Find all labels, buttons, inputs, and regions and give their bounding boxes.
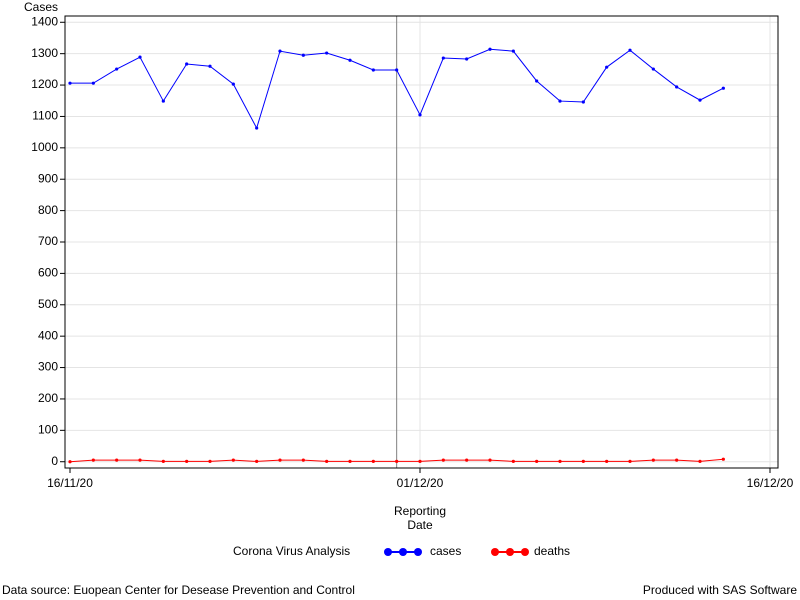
legend-marker [414, 548, 422, 556]
data-point [278, 458, 282, 462]
data-point [278, 49, 282, 53]
y-tick-label: 700 [38, 234, 58, 248]
x-axis-label: Reporting Date [393, 504, 447, 532]
data-point [558, 459, 562, 464]
data-point [68, 81, 72, 85]
data-point [675, 85, 679, 89]
legend-title: Corona Virus Analysis [233, 544, 350, 558]
y-tick-label: 1100 [32, 109, 58, 123]
legend-marker [506, 548, 514, 556]
data-point [91, 458, 95, 462]
data-point [138, 458, 142, 462]
data-point [488, 458, 492, 462]
data-point [465, 57, 469, 61]
y-axis-label: Cases [24, 0, 58, 14]
data-point [231, 458, 235, 462]
data-point [675, 458, 679, 462]
data-point [465, 458, 469, 462]
data-point [161, 459, 165, 464]
y-tick-label: 200 [38, 391, 58, 405]
legend-marker [384, 548, 392, 556]
data-point [698, 98, 702, 102]
y-tick-label: 1400 [31, 14, 58, 28]
y-tick-label: 100 [38, 423, 58, 437]
data-point [605, 65, 609, 69]
legend-marker [521, 548, 529, 556]
data-point [721, 86, 725, 90]
data-point [255, 459, 259, 464]
data-point [535, 79, 539, 83]
y-tick-label: 0 [51, 454, 58, 468]
x-tick-label: 01/12/20 [397, 476, 444, 490]
legend-label: cases [430, 544, 461, 558]
data-point [161, 99, 165, 103]
data-point [558, 99, 562, 103]
data-point [581, 459, 585, 464]
data-point [605, 459, 609, 464]
y-tick-label: 1200 [31, 77, 58, 91]
y-tick-label: 400 [38, 328, 58, 342]
data-point [185, 459, 189, 464]
data-point [231, 82, 235, 86]
data-point [68, 460, 72, 464]
data-point [325, 459, 329, 464]
y-tick-label: 800 [38, 203, 58, 217]
y-tick-label: 600 [38, 266, 58, 280]
legend-marker [399, 548, 407, 556]
data-point [418, 113, 422, 117]
data-point [418, 459, 422, 464]
data-point [371, 68, 375, 72]
y-tick-label: 1000 [31, 140, 58, 154]
y-tick-label: 900 [38, 171, 58, 185]
data-point [301, 53, 305, 57]
data-point [208, 459, 212, 464]
x-tick-label: 16/12/20 [747, 476, 794, 490]
footnote: Data source: Euopean Center for Desease … [2, 583, 355, 597]
data-point [115, 458, 119, 462]
data-point [581, 100, 585, 104]
data-point [395, 459, 399, 464]
data-point [511, 49, 515, 53]
data-point [441, 458, 445, 462]
data-point [651, 458, 655, 462]
data-point [721, 457, 725, 461]
data-point [511, 459, 515, 464]
footnote: Produced with SAS Software [643, 583, 797, 597]
legend-marker [491, 548, 499, 556]
data-point [138, 55, 142, 59]
data-point [348, 58, 352, 62]
data-point [698, 459, 702, 464]
y-tick-label: 300 [38, 360, 58, 374]
x-tick-label: 16/11/20 [47, 476, 93, 490]
data-point [301, 458, 305, 462]
data-point [91, 81, 95, 85]
y-tick-label: 500 [38, 297, 58, 311]
y-tick-label: 1300 [31, 46, 58, 60]
data-point [371, 459, 375, 464]
plot-frame [64, 15, 779, 469]
data-point [208, 64, 212, 68]
legend-label: deaths [534, 544, 570, 558]
data-point [628, 459, 632, 464]
data-point [651, 67, 655, 71]
data-point [535, 459, 539, 464]
data-point [628, 48, 632, 52]
data-point [395, 68, 399, 72]
data-point [488, 47, 492, 51]
data-point [185, 62, 189, 66]
data-point [255, 126, 259, 130]
data-point [115, 67, 119, 71]
data-point [441, 56, 445, 60]
data-point [348, 459, 352, 464]
data-point [325, 51, 329, 55]
